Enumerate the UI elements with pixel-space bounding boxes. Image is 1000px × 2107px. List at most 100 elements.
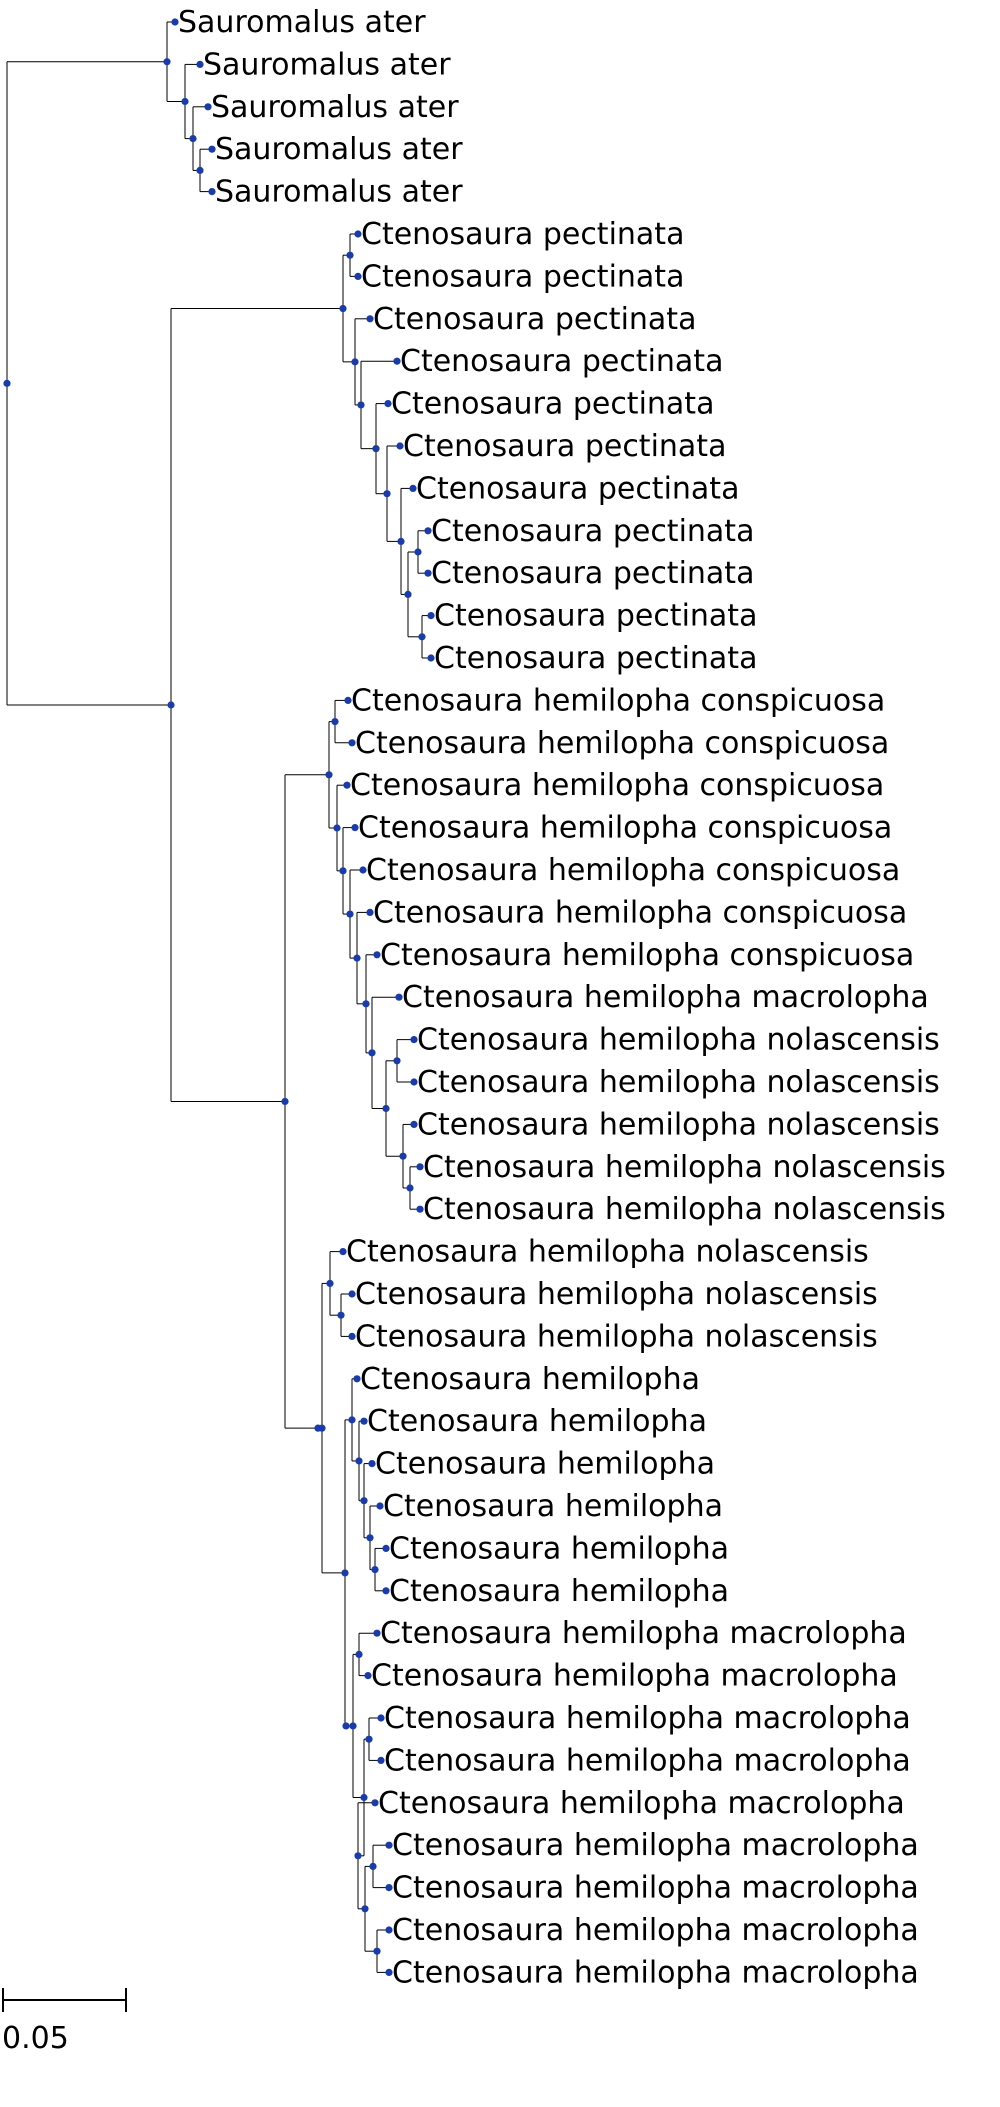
leaf-node [171,18,179,26]
leaf-node [424,569,432,577]
leaf-label: Ctenosaura hemilopha [389,1574,729,1609]
leaf-label: Ctenosaura hemilopha macrolopha [380,1616,907,1651]
leaf-label: Sauromalus ater [211,90,459,125]
leaf-node [382,1544,390,1552]
leaf-label: Ctenosaura hemilopha conspicuosa [380,938,914,973]
leaf-node [348,739,356,747]
leaf-label: Ctenosaura pectinata [361,217,684,252]
leaf-node [427,612,435,620]
leaf-node [366,908,374,917]
internal-node [362,1000,370,1008]
leaf-label: Ctenosaura hemilopha macrolopha [392,1913,919,1948]
leaf-label: Ctenosaura hemilopha macrolopha [392,1871,919,1906]
leaf-node [368,1460,376,1468]
leaf-label: Ctenosaura hemilopha conspicuosa [351,683,885,718]
leaf-label: Ctenosaura hemilopha macrolopha [392,1828,919,1863]
internal-node [341,1569,349,1577]
leaf-label: Ctenosaura hemilopha conspicuosa [373,895,907,930]
internal-node [418,633,426,641]
leaf-label: Sauromalus ater [215,132,463,167]
internal-node [357,401,365,409]
leaf-node [385,1926,393,1934]
leaf-node [354,272,362,280]
leaf-node [196,60,204,68]
internal-node [337,1311,345,1319]
leaf-node [385,1841,393,1849]
internal-node [167,701,175,709]
internal-node [349,1722,357,1730]
leaf-node [382,1587,390,1595]
leaf-label: Sauromalus ater [178,5,426,40]
internal-node [366,1534,374,1542]
internal-node [397,537,405,546]
leaf-node [384,400,392,408]
leaf-label: Ctenosaura hemilopha [389,1531,729,1566]
leaf-label: Ctenosaura hemilopha nolascensis [355,1319,878,1354]
internal-node [383,490,391,498]
internal-node [346,251,354,259]
internal-node [181,97,189,106]
internal-node [163,58,171,66]
leaf-label: Ctenosaura pectinata [391,387,714,422]
leaf-label: Ctenosaura hemilopha macrolopha [384,1743,911,1778]
leaf-node [410,1036,418,1044]
internal-node [339,867,347,875]
internal-node [355,1457,363,1465]
internal-node [393,1057,401,1065]
leaf-node [351,824,359,832]
internal-node [196,166,204,174]
leaf-node [360,1417,368,1425]
internal-node [361,1905,369,1913]
leaf-node [410,1120,418,1128]
leaf-node [344,696,352,705]
tree-nodes [3,18,435,1976]
internal-node [3,379,11,387]
leaf-node [416,1205,424,1213]
leaf-label: Ctenosaura hemilopha macrolopha [402,980,929,1015]
leaf-node [416,1163,424,1171]
leaf-node [348,1332,356,1340]
leaf-label: Ctenosaura pectinata [431,514,754,549]
internal-node [354,1852,362,1860]
leaf-label: Ctenosaura pectinata [431,556,754,591]
leaf-node [424,527,432,535]
internal-node [369,1862,377,1870]
internal-node [326,1279,334,1287]
leaf-label: Ctenosaura hemilopha conspicuosa [350,768,884,803]
leaf-label: Ctenosaura hemilopha macrolopha [378,1786,905,1821]
leaf-label: Ctenosaura hemilopha nolascensis [417,1065,940,1100]
leaf-node [385,1968,393,1976]
leaf-label: Ctenosaura hemilopha conspicuosa [366,853,900,888]
leaf-label: Sauromalus ater [203,47,451,82]
leaf-label: Ctenosaura hemilopha nolascensis [423,1150,946,1185]
leaf-label: Sauromalus ater [215,175,463,210]
leaf-label: Ctenosaura hemilopha [367,1404,707,1439]
leaf-node [377,1714,385,1722]
leaf-label: Ctenosaura hemilopha nolascensis [346,1235,869,1270]
leaf-label: Ctenosaura pectinata [361,259,684,294]
internal-node [360,1497,368,1505]
leaf-label: Ctenosaura hemilopha nolascensis [417,1107,940,1142]
internal-node [372,445,380,453]
leaf-label: Ctenosaura pectinata [373,302,696,337]
leaf-label: Ctenosaura pectinata [434,599,757,634]
leaf-node [385,1884,393,1892]
leaf-node [427,654,435,662]
leaf-label: Ctenosaura hemilopha macrolopha [371,1659,898,1694]
leaf-node [393,357,401,365]
leaf-node [376,1502,384,1510]
leaf-label: Ctenosaura hemilopha [375,1447,715,1482]
internal-node [333,824,341,832]
internal-node [353,954,361,962]
internal-node [314,1424,322,1432]
internal-node [355,1650,363,1658]
leaf-label: Ctenosaura hemilopha nolascensis [417,1023,940,1058]
leaf-label: Ctenosaura hemilopha conspicuosa [358,811,892,846]
scale-bar-label: 0.05 [2,2021,69,2056]
leaf-label: Ctenosaura hemilopha macrolopha [392,1955,919,1990]
leaf-label: Ctenosaura hemilopha nolascensis [355,1277,878,1312]
internal-node [331,718,339,726]
leaf-labels: Sauromalus ater Sauromalus ater Sauromalus… [178,5,946,1990]
leaf-node [208,188,216,196]
